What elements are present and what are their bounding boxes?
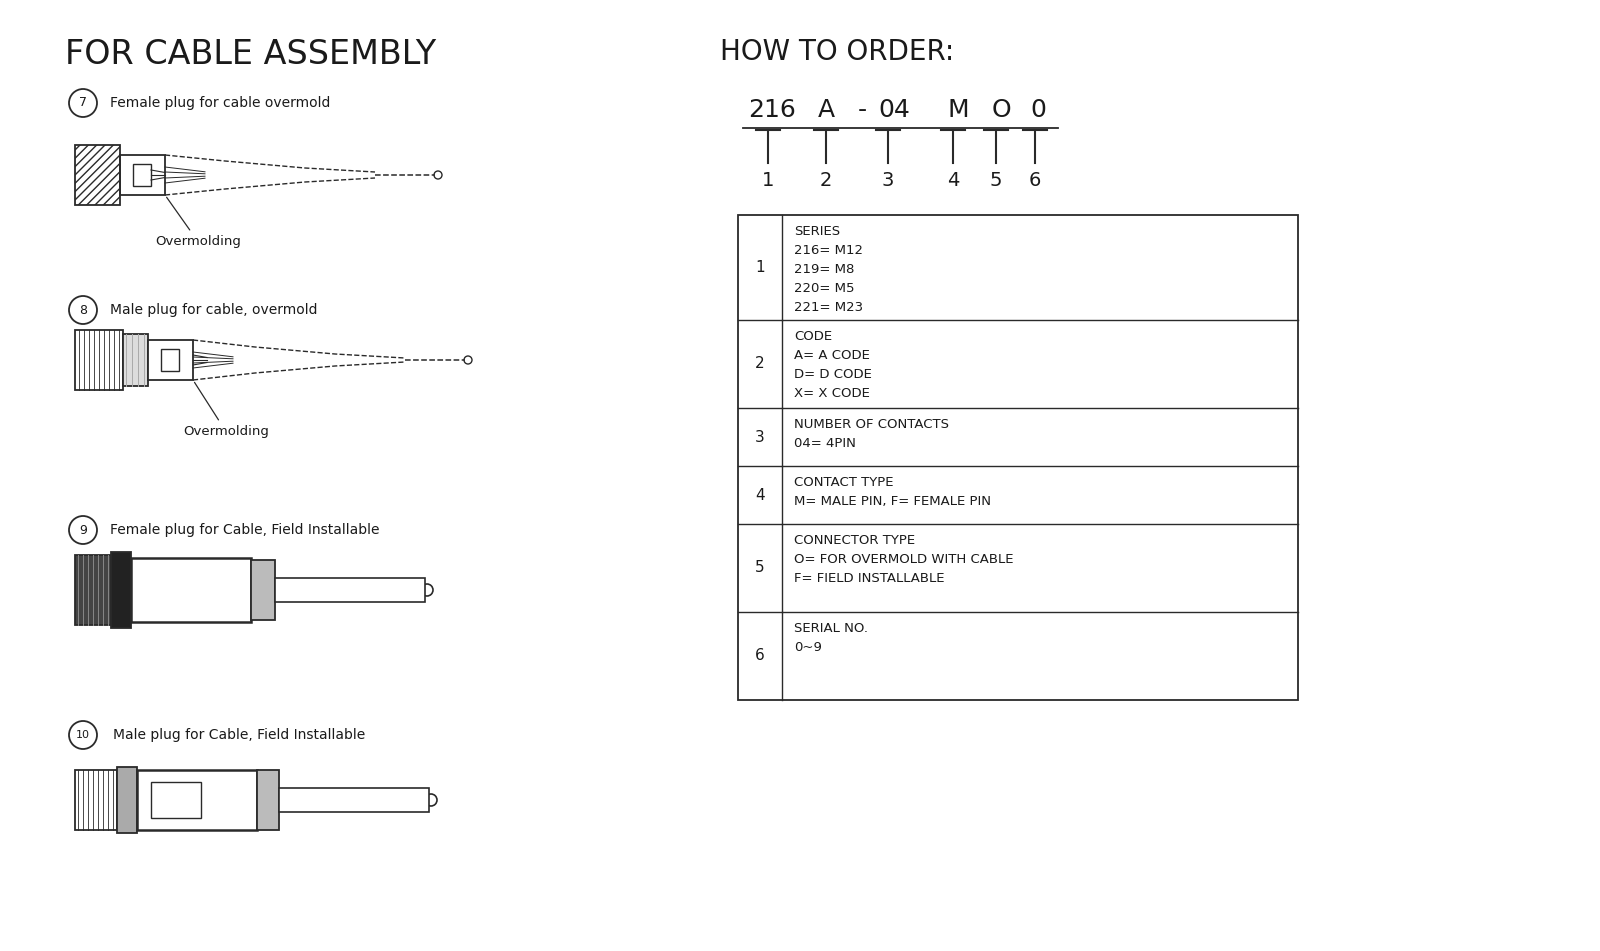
Bar [147,340,194,380]
Text: 216: 216 [749,98,795,122]
Text: Female plug for Cable, Field Installable: Female plug for Cable, Field Installable [110,523,379,537]
Text: SERIES
216= M12
219= M8
220= M5
221= M23: SERIES 216= M12 219= M8 220= M5 221= M23 [794,225,862,314]
Text: 5: 5 [990,171,1002,190]
Text: M: M [947,98,970,122]
Bar [110,552,131,628]
Text: 1: 1 [755,260,765,275]
Bar [251,560,275,620]
Bar [138,770,258,830]
Text: NUMBER OF CONTACTS
04= 4PIN: NUMBER OF CONTACTS 04= 4PIN [794,418,949,450]
Text: O: O [992,98,1011,122]
Text: CONNECTOR TYPE
O= FOR OVERMOLD WITH CABLE
F= FIELD INSTALLABLE: CONNECTOR TYPE O= FOR OVERMOLD WITH CABL… [794,534,1013,585]
Bar [75,555,110,625]
Bar [75,330,123,390]
Text: 2: 2 [819,171,832,190]
Bar [738,215,1298,700]
Text: CONTACT TYPE
M= MALE PIN, F= FEMALE PIN: CONTACT TYPE M= MALE PIN, F= FEMALE PIN [794,476,990,508]
Text: 04: 04 [878,98,910,122]
Text: Male plug for cable, overmold: Male plug for cable, overmold [110,303,317,317]
Text: 10: 10 [77,730,90,740]
Bar [162,349,179,371]
Text: FOR CABLE ASSEMBLY: FOR CABLE ASSEMBLY [66,38,437,71]
Text: 9: 9 [78,523,86,536]
Text: SERIAL NO.
0~9: SERIAL NO. 0~9 [794,622,867,654]
Text: -: - [858,98,867,122]
Text: 2: 2 [755,357,765,372]
Text: 3: 3 [882,171,894,190]
Text: 4: 4 [947,171,958,190]
Text: 5: 5 [755,560,765,575]
Text: CODE
A= A CODE
D= D CODE
X= X CODE: CODE A= A CODE D= D CODE X= X CODE [794,330,872,400]
Text: Male plug for Cable, Field Installable: Male plug for Cable, Field Installable [114,728,365,742]
Text: Overmolding: Overmolding [155,197,242,248]
Bar [278,788,429,812]
Bar [258,770,278,830]
Bar [133,164,150,186]
Bar [120,155,165,195]
Bar [75,770,117,830]
Text: 8: 8 [78,303,86,317]
Bar [117,767,138,833]
Text: 7: 7 [78,96,86,109]
Text: Overmolding: Overmolding [182,382,269,438]
Bar [75,145,120,205]
Text: Female plug for cable overmold: Female plug for cable overmold [110,96,330,110]
Text: 3: 3 [755,430,765,444]
Text: 6: 6 [1029,171,1042,190]
Bar [275,578,426,602]
Text: 0: 0 [1030,98,1046,122]
Text: 1: 1 [762,171,774,190]
Text: 4: 4 [755,488,765,502]
Bar [123,334,147,386]
Text: A: A [818,98,835,122]
Bar [131,558,251,622]
Bar [150,782,202,818]
Text: HOW TO ORDER:: HOW TO ORDER: [720,38,954,66]
Text: 6: 6 [755,649,765,664]
